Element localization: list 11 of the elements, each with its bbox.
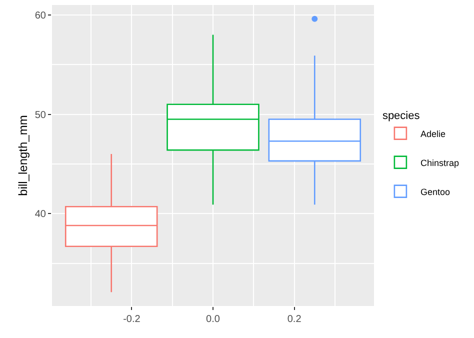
y-tick-label: 60	[34, 10, 46, 22]
x-tick-label: 0.0	[206, 314, 220, 325]
x-tick-label: 0.2	[287, 314, 302, 325]
legend-label: Gentoo	[420, 186, 450, 197]
x-tick-label: -0.2	[123, 314, 141, 325]
y-tick-label: 40	[34, 209, 46, 220]
legend-title: species	[382, 110, 420, 122]
y-axis-title: bill_length_mm	[16, 115, 30, 196]
legend-label: Adelie	[420, 128, 446, 139]
legend-label: Chinstrap	[420, 158, 459, 168]
y-tick-label: 50	[34, 110, 46, 121]
